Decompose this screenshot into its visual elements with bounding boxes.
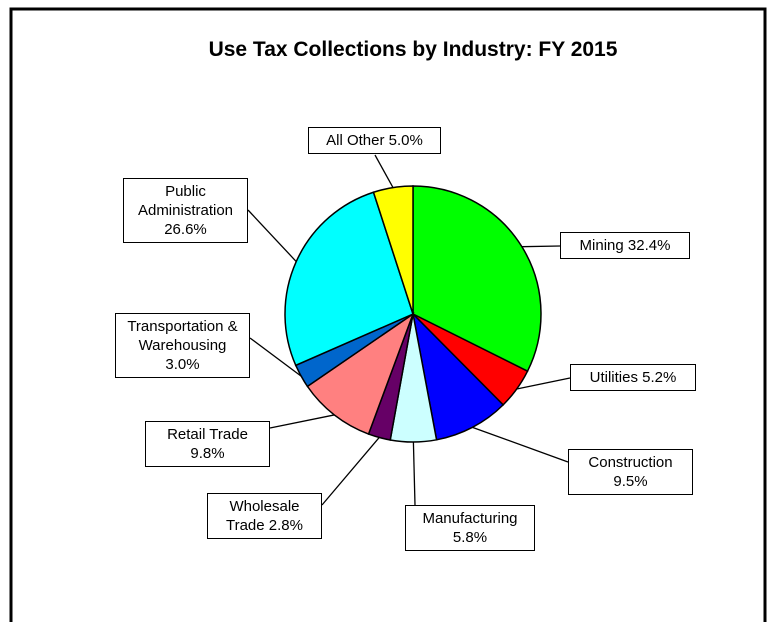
value-label: 5.2% [642, 369, 677, 386]
category-name: Mining [579, 237, 624, 254]
category-name: Public Administration [137, 183, 234, 219]
leader-line [412, 441, 416, 506]
slice-label: Manufacturing 5.8% [405, 505, 535, 551]
leader-line [269, 414, 335, 429]
value-label: 5.0% [388, 132, 423, 149]
category-name: Wholesale Trade [225, 498, 300, 534]
category-name: Utilities [589, 369, 638, 386]
leader-line [472, 426, 569, 463]
category-name: All Other [326, 132, 385, 149]
value-label: 9.5% [613, 473, 648, 490]
slice-label: Wholesale Trade 2.8% [207, 493, 322, 539]
slice-label: Public Administration 26.6% [123, 178, 248, 243]
leader-line [374, 154, 394, 188]
value-label: 32.4% [627, 237, 671, 254]
category-name: Manufacturing [422, 510, 518, 527]
pie-slice [412, 185, 542, 373]
pie-slice [372, 185, 414, 315]
leader-line [516, 377, 571, 390]
category-name: Construction [588, 454, 673, 471]
leader-line [321, 437, 380, 506]
slice-label: Retail Trade 9.8% [145, 421, 270, 467]
category-name: Retail Trade [167, 426, 248, 443]
slice-label: Utilities 5.2% [570, 364, 696, 391]
pie [247, 154, 571, 506]
slice-label: Transportation & Warehousing 3.0% [115, 313, 250, 378]
leader-line [249, 337, 302, 377]
frame [9, 7, 767, 622]
leader-line [521, 245, 561, 248]
value-label: 5.8% [452, 529, 488, 546]
slice-label: Construction 9.5% [568, 449, 693, 495]
value-label: 9.8% [190, 445, 225, 462]
pie-slice [411, 311, 505, 441]
chart-title: Use Tax Collections by Industry: FY 2015 [208, 38, 618, 61]
value-label: 3.0% [165, 356, 200, 373]
value-label: 2.8% [268, 517, 303, 534]
leader-line [247, 209, 297, 263]
category-name: Transportation & Warehousing [127, 318, 238, 354]
pie-slice [284, 191, 414, 367]
pie-slice [306, 312, 415, 435]
slice-label: Mining 32.4% [560, 232, 690, 259]
value-label: 26.6% [164, 221, 207, 238]
slice-label: All Other 5.0% [308, 127, 441, 154]
